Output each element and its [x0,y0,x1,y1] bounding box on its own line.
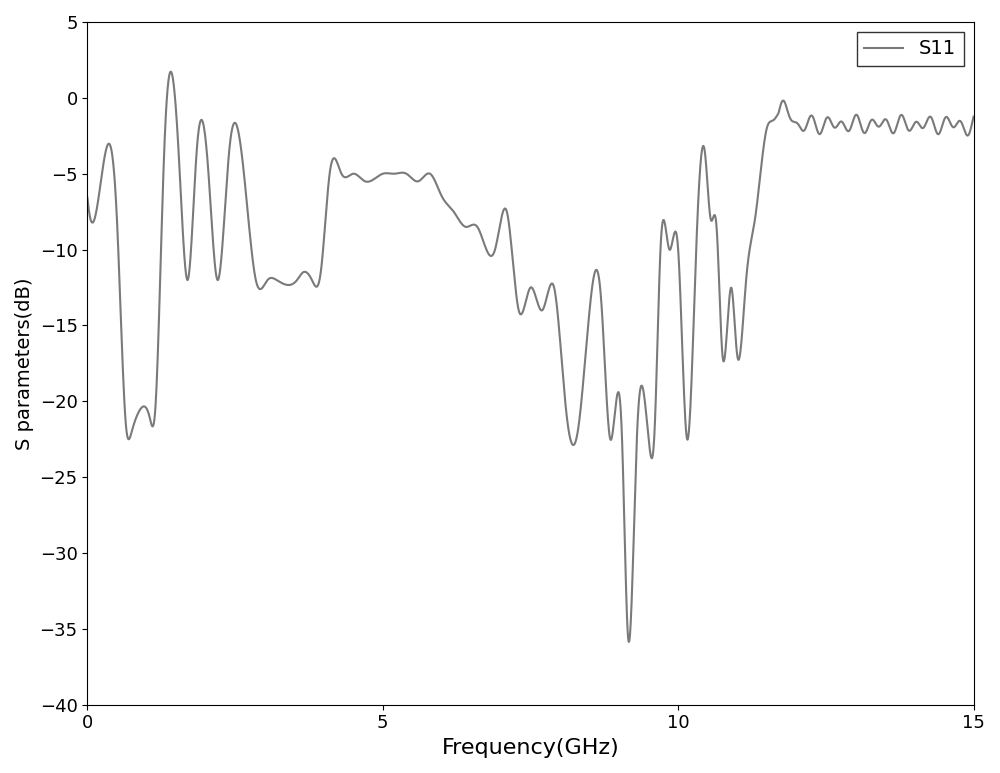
S11 [968,112,980,121]
S11 [454,216,466,226]
X-axis label: Frequency(GHz): Frequency(GHz) [442,738,619,758]
S11 [461,223,473,232]
S11 [726,284,738,293]
S11 [503,217,515,226]
S11 [623,637,635,646]
S11 [81,193,93,203]
S11 [941,112,953,121]
S11 [897,111,909,121]
Line: S11: S11 [87,72,974,642]
Y-axis label: S parameters(dB): S parameters(dB) [15,277,34,450]
Legend: S11: S11 [857,32,964,66]
S11 [165,67,177,77]
